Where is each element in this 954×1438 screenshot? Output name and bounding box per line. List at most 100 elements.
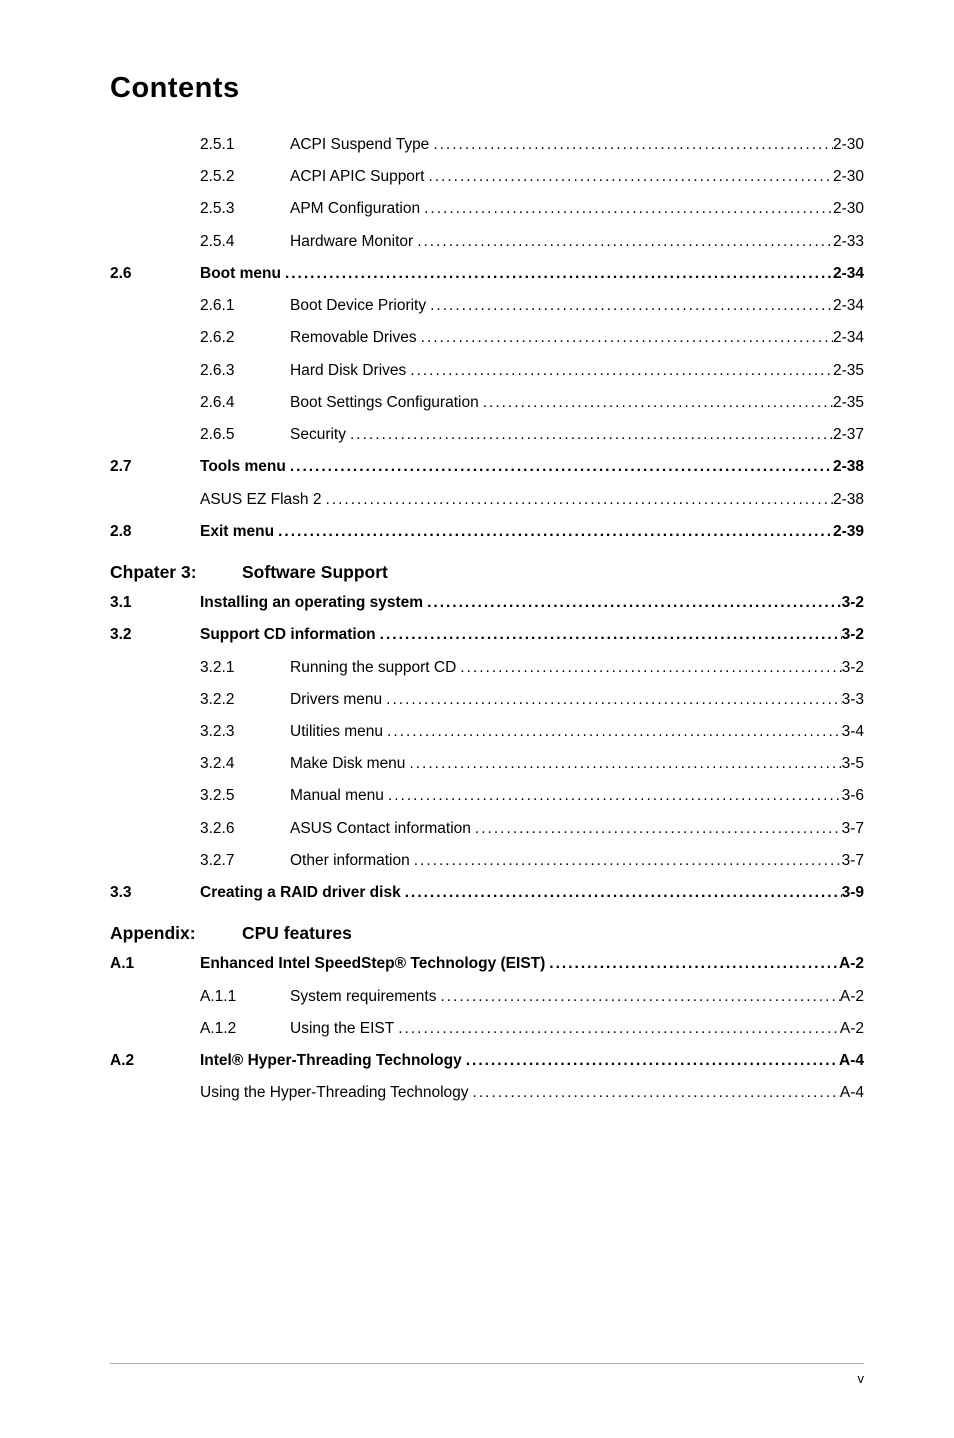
- toc-number: 2.5.3: [200, 193, 290, 225]
- toc-page: 2-35: [833, 387, 864, 419]
- toc-leader-dots: [426, 290, 833, 322]
- toc-label: System requirements: [290, 981, 436, 1013]
- toc-leader-dots: [420, 193, 833, 225]
- toc-leader-dots: [384, 780, 842, 812]
- toc-label: Hard Disk Drives: [290, 355, 406, 387]
- toc-number: 3.2.7: [200, 845, 290, 877]
- toc-leader-dots: [406, 355, 833, 387]
- toc-label: Using the Hyper-Threading Technology: [200, 1077, 469, 1109]
- toc-number: 2.6.3: [200, 355, 290, 387]
- toc-label: Tools menu: [200, 451, 286, 483]
- toc-label: Running the support CD: [290, 652, 456, 684]
- toc-number: 3.2: [110, 619, 200, 651]
- toc-row: A.1.2Using the EIST A-2: [110, 1013, 864, 1045]
- toc-number: 2.8: [110, 516, 200, 548]
- toc-number: A.1: [110, 948, 200, 980]
- toc-leader-dots: [471, 813, 842, 845]
- chapter-number: Appendix:: [110, 923, 242, 944]
- toc-number: A.1.1: [200, 981, 290, 1013]
- toc-label: Security: [290, 419, 346, 451]
- toc-page: A-4: [840, 1077, 864, 1109]
- toc-row: 2.6.1Boot Device Priority 2-34: [110, 290, 864, 322]
- toc-row: A.1Enhanced Intel SpeedStep® Technology …: [110, 948, 864, 980]
- toc-page: 3-6: [842, 780, 864, 812]
- toc-number: A.2: [110, 1045, 200, 1077]
- toc-page: 3-2: [842, 619, 864, 651]
- toc-leader-dots: [479, 387, 833, 419]
- toc-page: 2-35: [833, 355, 864, 387]
- toc-page: 2-37: [833, 419, 864, 451]
- toc-row: 2.6.2Removable Drives 2-34: [110, 322, 864, 354]
- toc-number: 3.2.4: [200, 748, 290, 780]
- toc-page: A-2: [840, 981, 864, 1013]
- table-of-contents: 2.5.1ACPI Suspend Type 2-302.5.2ACPI API…: [110, 129, 864, 1110]
- toc-page: 3-2: [842, 652, 864, 684]
- toc-label: ASUS Contact information: [290, 813, 471, 845]
- toc-page: A-4: [839, 1045, 864, 1077]
- toc-row: 3.3Creating a RAID driver disk 3-9: [110, 877, 864, 909]
- footer-page-number: v: [858, 1371, 865, 1386]
- toc-page: 2-30: [833, 129, 864, 161]
- toc-number: 2.6: [110, 258, 200, 290]
- toc-row: ASUS EZ Flash 2 2-38: [110, 484, 864, 516]
- toc-label: Boot Device Priority: [290, 290, 426, 322]
- toc-label: Intel® Hyper-Threading Technology: [200, 1045, 462, 1077]
- toc-number: 2.6.1: [200, 290, 290, 322]
- toc-page: 2-30: [833, 161, 864, 193]
- toc-page: 3-7: [842, 813, 864, 845]
- toc-page: A-2: [840, 1013, 864, 1045]
- toc-leader-dots: [346, 419, 833, 451]
- toc-leader-dots: [429, 129, 833, 161]
- toc-leader-dots: [424, 161, 833, 193]
- toc-number: 3.2.2: [200, 684, 290, 716]
- toc-row: 2.8Exit menu 2-39: [110, 516, 864, 548]
- toc-row: 3.2.2Drivers menu 3-3: [110, 684, 864, 716]
- toc-page: 2-34: [833, 290, 864, 322]
- toc-label: Manual menu: [290, 780, 384, 812]
- toc-label: Exit menu: [200, 516, 274, 548]
- toc-page: 2-38: [833, 484, 864, 516]
- footer-separator: [110, 1363, 864, 1364]
- toc-leader-dots: [462, 1045, 839, 1077]
- toc-number: 2.6.5: [200, 419, 290, 451]
- toc-number: 2.5.1: [200, 129, 290, 161]
- toc-row: 3.1Installing an operating system 3-2: [110, 587, 864, 619]
- toc-row: 2.5.4Hardware Monitor 2-33: [110, 226, 864, 258]
- toc-leader-dots: [423, 587, 842, 619]
- toc-number: 2.5.4: [200, 226, 290, 258]
- toc-leader-dots: [383, 716, 842, 748]
- toc-label: Using the EIST: [290, 1013, 394, 1045]
- toc-label: Boot menu: [200, 258, 281, 290]
- toc-label: ACPI APIC Support: [290, 161, 424, 193]
- toc-row: A.2Intel® Hyper-Threading Technology A-4: [110, 1045, 864, 1077]
- toc-page: 3-2: [842, 587, 864, 619]
- toc-page: 2-34: [833, 258, 864, 290]
- toc-row: 3.2.5Manual menu 3-6: [110, 780, 864, 812]
- toc-row: 3.2.7Other information 3-7: [110, 845, 864, 877]
- toc-leader-dots: [410, 845, 842, 877]
- toc-leader-dots: [376, 619, 842, 651]
- toc-row: 2.5.3APM Configuration 2-30: [110, 193, 864, 225]
- toc-label: Drivers menu: [290, 684, 382, 716]
- toc-row: 2.5.2ACPI APIC Support 2-30: [110, 161, 864, 193]
- chapter-label: CPU features: [242, 923, 352, 943]
- toc-page: 3-5: [842, 748, 864, 780]
- toc-label: ACPI Suspend Type: [290, 129, 429, 161]
- toc-number: 3.2.3: [200, 716, 290, 748]
- toc-page: 2-39: [833, 516, 864, 548]
- toc-leader-dots: [382, 684, 841, 716]
- toc-number: 3.2.1: [200, 652, 290, 684]
- toc-leader-dots: [394, 1013, 840, 1045]
- toc-leader-dots: [286, 451, 833, 483]
- toc-page: 2-34: [833, 322, 864, 354]
- toc-leader-dots: [417, 322, 833, 354]
- page-title: Contents: [110, 72, 864, 105]
- toc-row: 2.6.5Security 2-37: [110, 419, 864, 451]
- toc-page: 3-3: [842, 684, 864, 716]
- toc-page: 3-4: [842, 716, 864, 748]
- toc-leader-dots: [274, 516, 833, 548]
- toc-row: 2.5.1ACPI Suspend Type 2-30: [110, 129, 864, 161]
- toc-label: Creating a RAID driver disk: [200, 877, 401, 909]
- toc-label: Enhanced Intel SpeedStep® Technology (EI…: [200, 948, 545, 980]
- toc-page: 3-9: [842, 877, 864, 909]
